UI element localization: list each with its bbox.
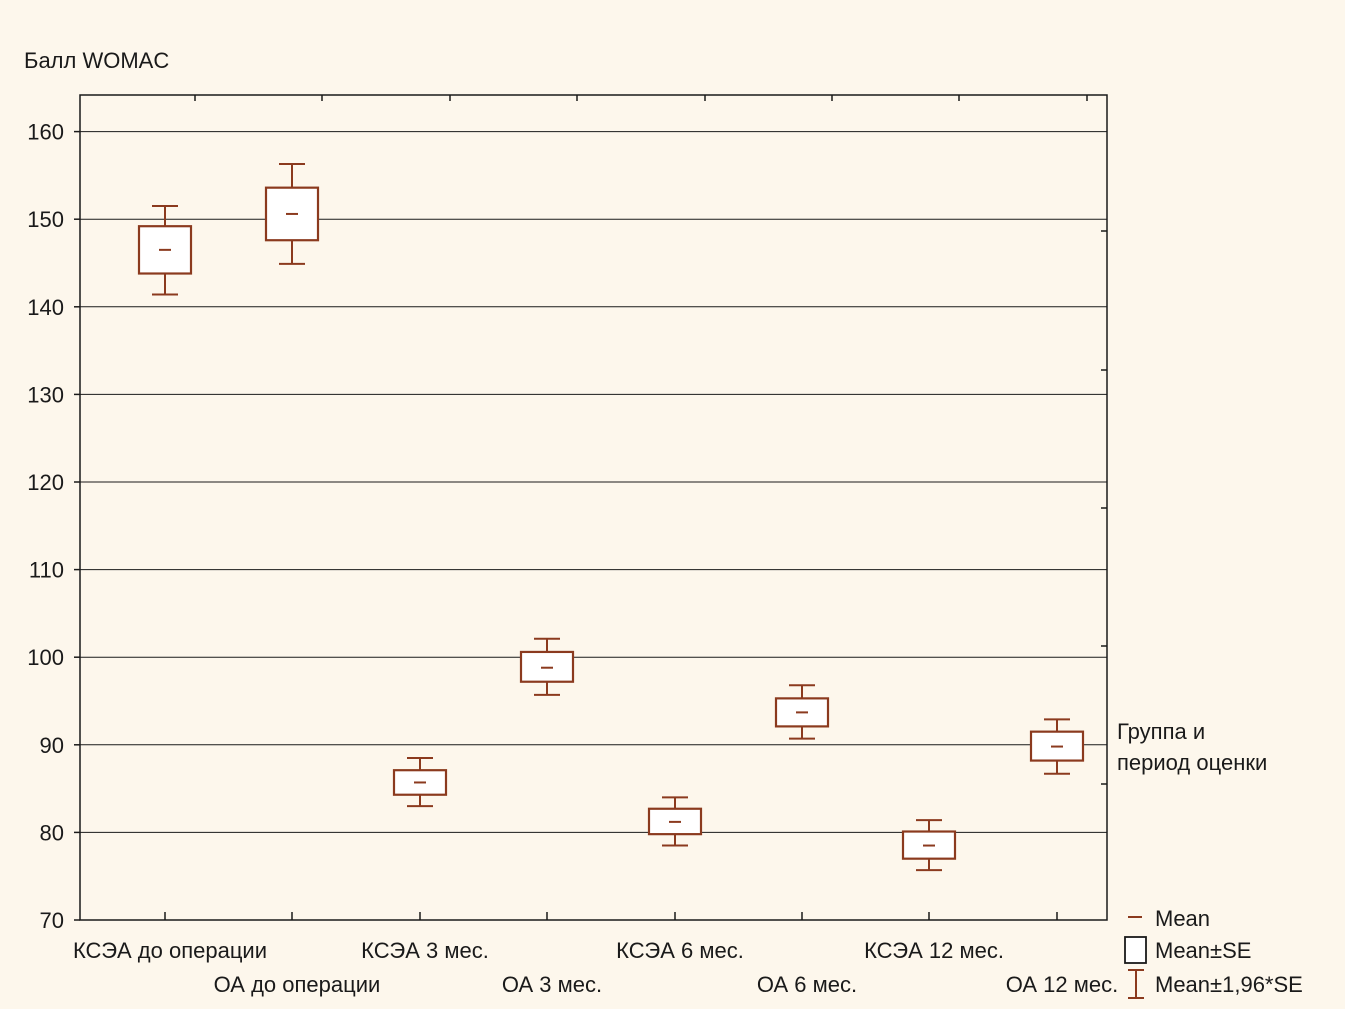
y-tick-label: 70 (40, 908, 64, 933)
gridlines (80, 131, 1107, 833)
se-box (519, 650, 575, 683)
legend-ci-label: Mean±1,96*SE (1155, 972, 1303, 997)
x-tick-label: ОА 12 мес. (1006, 972, 1118, 997)
x-tick-label: ОА 6 мес. (757, 972, 857, 997)
box-group (901, 819, 957, 872)
x-tick-label: ОА до операции (214, 972, 381, 997)
x-tick-label: КСЭА 6 мес. (616, 938, 744, 963)
legend-mean-label: Mean (1155, 906, 1210, 931)
y-axis-ticks: 70 80 90 100 110 120 130 140 150 160 (27, 120, 1107, 933)
box-group (774, 684, 830, 740)
box-group (137, 205, 193, 296)
box-group (647, 796, 703, 847)
y-tick-label: 150 (27, 207, 64, 232)
x-tick-label: КСЭА 12 мес. (864, 938, 1004, 963)
y-tick-label: 100 (27, 645, 64, 670)
se-box (774, 697, 830, 728)
legend-se-symbol (1124, 936, 1147, 964)
y-tick-label: 130 (27, 382, 64, 407)
x-title-line: период оценки (1117, 750, 1267, 775)
x-axis-title: Группа и период оценки (1117, 719, 1267, 775)
legend-se-label: Mean±SE (1155, 938, 1251, 963)
x-tick-label: КСЭА 3 мес. (361, 938, 489, 963)
legend: Mean Mean±SE Mean±1,96*SE (1124, 906, 1303, 999)
y-tick-label: 120 (27, 470, 64, 495)
y-axis-label: Балл WOMAC (24, 48, 169, 73)
box-group (1029, 718, 1085, 775)
se-box (647, 807, 703, 836)
y-tick-label: 140 (27, 295, 64, 320)
se-box (1029, 730, 1085, 762)
x-axis-ticks: КСЭА до операции ОА до операции КСЭА 3 мес… (73, 95, 1118, 997)
box-group (264, 163, 320, 265)
x-tick-label: КСЭА до операции (73, 938, 267, 963)
box-group (392, 756, 448, 808)
data-marks (137, 163, 1085, 872)
y-tick-label: 160 (27, 120, 64, 145)
y-tick-label: 80 (40, 820, 64, 845)
y-tick-label: 90 (40, 733, 64, 758)
y-tick-label: 110 (29, 558, 64, 583)
x-tick-label: ОА 3 мес. (502, 972, 602, 997)
x-title-line: Группа и (1117, 719, 1205, 744)
box-group (519, 637, 575, 696)
